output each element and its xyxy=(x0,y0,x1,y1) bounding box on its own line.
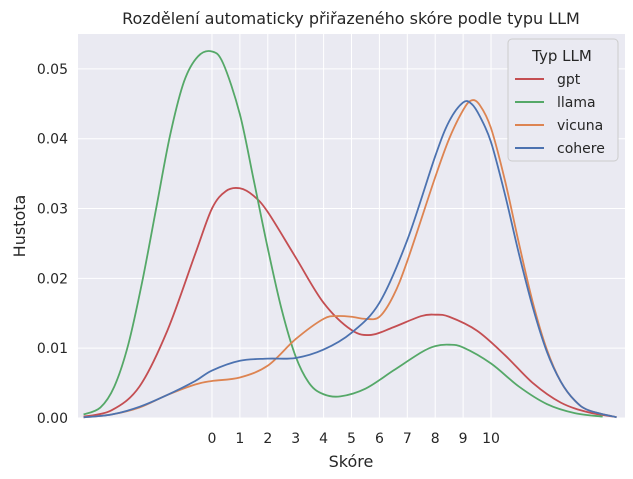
legend-box xyxy=(507,38,619,162)
x-tick-label: 3 xyxy=(291,431,300,447)
x-tick-label: 4 xyxy=(319,431,328,447)
legend-label-vicuna: vicuna xyxy=(557,118,603,134)
series-line-vicuna xyxy=(83,99,617,419)
legend-title: Typ LLM xyxy=(531,47,592,65)
legend-label-gpt: gpt xyxy=(557,72,581,88)
legend-label-llama: llama xyxy=(557,95,596,111)
y-tick-label: 0.00 xyxy=(37,411,68,427)
x-tick-label: 8 xyxy=(431,431,440,447)
x-tick-label: 7 xyxy=(403,431,412,447)
legend: Typ LLM gpt llama vicuna cohere xyxy=(507,38,619,162)
y-tick-labels: 0.00 0.01 0.02 0.03 0.04 0.05 xyxy=(37,62,68,427)
legend-label-cohere: cohere xyxy=(557,141,605,157)
y-axis-label: Hustota xyxy=(10,195,29,258)
x-axis-label: Skóre xyxy=(329,452,374,471)
x-tick-labels: 0 1 2 3 4 5 6 7 8 9 10 xyxy=(207,431,499,447)
y-tick-label: 0.01 xyxy=(37,341,68,357)
series-line-llama xyxy=(83,50,603,418)
x-tick-label: 6 xyxy=(375,431,384,447)
x-tick-label: 5 xyxy=(347,431,356,447)
chart-title: Rozdělení automaticky přiřazeného skóre … xyxy=(122,9,580,28)
x-tick-label: 0 xyxy=(207,431,216,447)
y-tick-label: 0.05 xyxy=(37,62,68,78)
x-tick-label: 2 xyxy=(263,431,272,447)
y-tick-label: 0.02 xyxy=(37,271,68,287)
x-tick-label: 1 xyxy=(235,431,244,447)
x-tick-label: 10 xyxy=(482,431,500,447)
y-tick-label: 0.04 xyxy=(37,132,68,148)
y-tick-label: 0.03 xyxy=(37,202,68,218)
series-lines xyxy=(83,50,617,419)
series-line-cohere xyxy=(83,100,617,419)
x-tick-label: 9 xyxy=(459,431,468,447)
